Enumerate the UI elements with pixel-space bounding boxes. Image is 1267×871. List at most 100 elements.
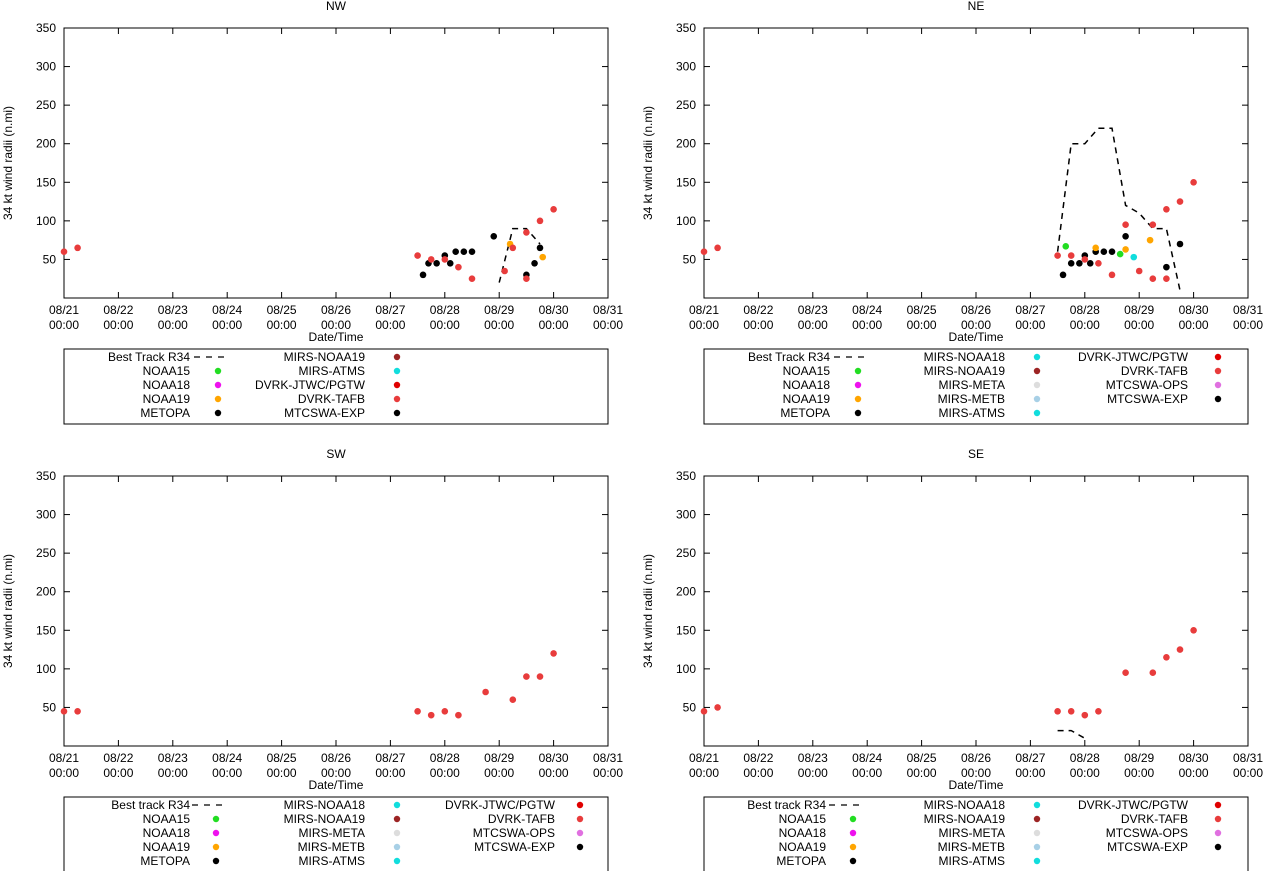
series-dvrk-tafb [60,650,557,719]
x-tick-label: 00:00 [689,318,719,332]
legend-dot-swatch [576,815,584,823]
y-tick-label: 250 [36,546,56,560]
x-tick-label: 00:00 [852,766,882,780]
data-point [1149,669,1157,677]
legend-dot-swatch [393,843,401,851]
data-point [460,248,468,256]
x-tick-label: 00:00 [1179,766,1209,780]
legend-dot-swatch [849,843,857,851]
data-point [523,673,530,680]
x-tick-label: 08/28 [1070,303,1100,317]
x-tick-label: 00:00 [49,766,79,780]
data-point [1135,267,1143,275]
y-tick-label: 300 [676,508,696,522]
x-tick-label: 00:00 [1015,318,1045,332]
legend-label: NOAA15 [779,812,827,826]
data-point [1122,232,1129,240]
chart-panel-nw: NW5010015020025030035008/2100:0008/2200:… [1,0,623,425]
x-tick-label: 08/24 [852,303,882,317]
x-axis-label: Date/Time [949,330,1004,344]
legend-label: MIRS-ATMS [939,854,1005,868]
legend-dot-swatch [1214,367,1222,375]
x-tick-label: 08/27 [1015,303,1045,317]
legend-label: Best track R34 [747,798,826,812]
x-tick-label: 00:00 [212,318,242,332]
data-point [414,707,421,715]
data-point [714,704,721,711]
chart-panel-ne: NE5010015020025030035008/2100:0008/2200:… [641,0,1263,425]
legend-label: MTCSWA-OPS [1106,826,1188,840]
legend-label: MIRS-META [939,826,1005,840]
x-tick-label: 00:00 [1070,318,1100,332]
legend-dot-swatch [1033,843,1041,851]
data-point [441,256,449,263]
legend-label: MIRS-NOAA18 [284,798,366,812]
data-point [1163,653,1170,661]
data-point [1076,259,1083,267]
legend-dot-swatch [393,395,401,403]
x-tick-label: 00:00 [267,766,297,780]
legend-label: MIRS-METB [298,840,365,854]
y-tick-label: 300 [36,60,56,74]
x-tick-label: 00:00 [689,766,719,780]
legend-label: MIRS-NOAA19 [284,812,366,826]
x-tick-label: 08/28 [430,751,460,765]
x-tick-label: 08/23 [798,751,828,765]
plot-frame [703,27,1249,299]
legend-dot-swatch [393,381,401,389]
x-tick-label: 00:00 [961,318,991,332]
data-point [509,244,517,252]
data-point [1081,256,1089,263]
series-dvrk-tafb [700,178,1197,283]
x-tick-label: 08/27 [375,303,405,317]
data-point [433,259,440,267]
x-tick-label: 00:00 [593,766,623,780]
y-tick-label: 350 [36,469,56,483]
legend-label: MIRS-ATMS [299,364,365,378]
y-tick-label: 200 [676,137,696,151]
data-point [446,259,454,267]
plot-frame [63,27,609,299]
y-tick-label: 150 [676,175,696,189]
x-tick-label: 00:00 [212,766,242,780]
data-point [468,275,476,283]
x-tick-label: 08/21 [689,303,719,317]
x-tick-label: 08/21 [689,751,719,765]
data-point [1116,250,1124,258]
x-tick-label: 08/24 [852,751,882,765]
data-point [1054,252,1061,259]
y-tick-label: 50 [43,700,57,714]
data-point [1067,707,1075,715]
y-tick-label: 100 [36,214,56,228]
x-tick-label: 00:00 [852,318,882,332]
legend-dot-swatch [1033,815,1041,823]
data-point [455,711,462,719]
x-tick-label: 08/23 [158,303,188,317]
y-tick-label: 200 [36,137,56,151]
legend-label: DVRK-TAFB [1121,364,1188,378]
y-tick-label: 200 [36,585,56,599]
data-point [441,707,449,715]
data-point [1081,711,1089,719]
data-point [700,248,708,256]
legend-dot-swatch [1033,381,1041,389]
legend-dot-swatch [214,409,222,417]
legend-label: Best Track R34 [108,350,190,364]
x-tick-label: 08/25 [907,303,937,317]
data-point [531,259,538,267]
data-point [1122,246,1129,253]
series-noaa15 [1062,243,1124,258]
x-tick-label: 08/26 [321,303,351,317]
x-tick-label: 08/29 [1124,751,1154,765]
data-point [536,244,544,252]
legend-dot-swatch [393,409,401,417]
y-tick-label: 250 [676,98,696,112]
legend-dot-swatch [576,829,584,837]
legend-dot-swatch [212,815,220,823]
data-point [74,707,81,715]
y-tick-label: 250 [36,98,56,112]
y-axis-label: 34 kt wind radii (n.mi) [1,554,15,668]
x-tick-label: 08/31 [1233,751,1263,765]
x-tick-label: 00:00 [321,766,351,780]
legend-dot-swatch [576,843,584,851]
